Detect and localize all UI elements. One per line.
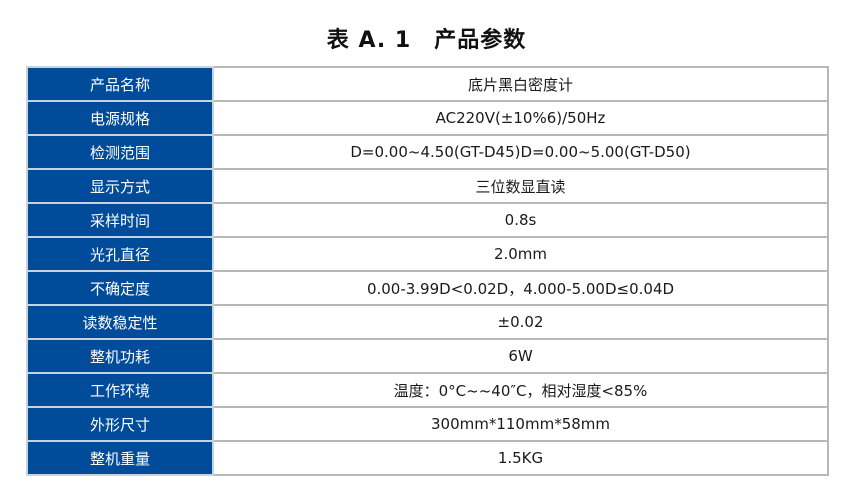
parameter-label: 产品名称 [26, 66, 214, 102]
parameter-label: 采样时间 [26, 202, 214, 238]
parameter-label: 光孔直径 [26, 236, 214, 272]
parameter-value: AC220V(±10%6)/50Hz [212, 100, 829, 136]
table-row: 工作环境 温度：0°C~~40″C，相对湿度<85% [26, 372, 829, 408]
parameter-value: 2.0mm [212, 236, 829, 272]
parameter-value: D=0.00~4.50(GT-D45)D=0.00~5.00(GT-D50) [212, 134, 829, 170]
table-row: 光孔直径 2.0mm [26, 236, 829, 272]
parameter-label: 整机重量 [26, 440, 214, 476]
table-title: 表 A. 1 产品参数 [326, 28, 527, 53]
parameter-value: 6W [212, 338, 829, 374]
parameter-label: 外形尺寸 [26, 406, 214, 442]
parameter-label: 检测范围 [26, 134, 214, 170]
table-row: 采样时间 0.8s [26, 202, 829, 238]
table-row: 不确定度 0.00-3.99D<0.02D，4.000-5.00D≤0.04D [26, 270, 829, 306]
parameter-label: 读数稳定性 [26, 304, 214, 340]
parameter-value: ±0.02 [212, 304, 829, 340]
table-row: 整机功耗 6W [26, 338, 829, 374]
parameter-value: 1.5KG [212, 440, 829, 476]
parameter-label: 整机功耗 [26, 338, 214, 374]
parameter-label: 不确定度 [26, 270, 214, 306]
table-row: 检测范围 D=0.00~4.50(GT-D45)D=0.00~5.00(GT-D5… [26, 134, 829, 170]
parameter-label: 电源规格 [26, 100, 214, 136]
table-row: 电源规格 AC220V(±10%6)/50Hz [26, 100, 829, 136]
table-row: 外形尺寸 300mm*110mm*58mm [26, 406, 829, 442]
parameter-table: 产品名称 底片黑白密度计 电源规格 AC220V(±10%6)/50Hz 检测范围 D=0… [26, 66, 829, 476]
parameter-value: 0.8s [212, 202, 829, 238]
table-row: 产品名称 底片黑白密度计 [26, 66, 829, 102]
table-row: 整机重量 1.5KG [26, 440, 829, 476]
table-row: 显示方式 三位数显直读 [26, 168, 829, 204]
table-row: 读数稳定性 ±0.02 [26, 304, 829, 340]
parameter-value: 温度：0°C~~40″C，相对湿度<85% [212, 372, 829, 408]
parameter-value: 三位数显直读 [212, 168, 829, 204]
parameter-label: 工作环境 [26, 372, 214, 408]
parameter-label: 显示方式 [26, 168, 214, 204]
parameter-value: 300mm*110mm*58mm [212, 406, 829, 442]
parameter-value: 0.00-3.99D<0.02D，4.000-5.00D≤0.04D [212, 270, 829, 306]
parameter-value: 底片黑白密度计 [212, 66, 829, 102]
